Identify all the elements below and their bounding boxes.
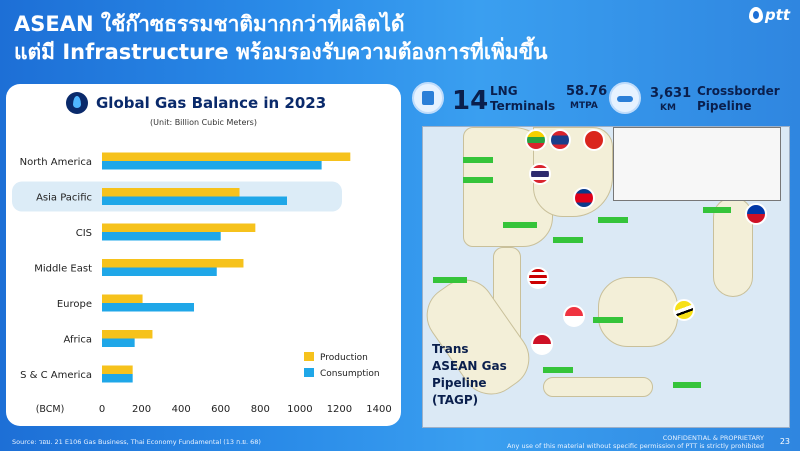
bar-production xyxy=(102,188,240,197)
map-tag xyxy=(673,382,701,388)
gas-balance-chart: North America Asia Pacific CIS Middle East E… xyxy=(12,152,392,415)
vietnam-flag-icon xyxy=(583,129,605,151)
map-land-borneo xyxy=(598,277,678,347)
page-title-line1: ASEAN ใช้ก๊าซธรรมชาติมากกว่าที่ผลิตได้ xyxy=(14,12,405,36)
bar-production xyxy=(102,330,153,339)
bar-production xyxy=(102,365,133,374)
bar-consumption xyxy=(102,232,221,241)
chart-panel: North America Asia Pacific CIS Middle East E… xyxy=(6,84,401,426)
map-tag xyxy=(503,222,537,228)
bar-production xyxy=(102,152,351,161)
legend-swatch xyxy=(304,368,314,377)
chart-title-row: Global Gas Balance in 2023 xyxy=(66,92,326,114)
page-title-line2: แต่มี Infrastructure พร้อมรองรับความต้อง… xyxy=(14,40,548,64)
map-tag xyxy=(543,367,573,373)
cambodia-flag-icon xyxy=(573,187,595,209)
map-tag xyxy=(703,207,731,213)
lng-label: LNG Terminals xyxy=(490,84,556,113)
map-tag xyxy=(593,317,623,323)
map-tag xyxy=(553,237,583,243)
philippines-flag-icon xyxy=(745,203,767,225)
bar-production xyxy=(102,294,143,303)
legend-label: Production xyxy=(320,353,368,363)
laos-flag-icon xyxy=(549,129,571,151)
page-number: 23 xyxy=(779,437,790,446)
myanmar-flag-icon xyxy=(525,129,547,151)
category-label: North America xyxy=(20,157,92,168)
mtpa-unit: MTPA xyxy=(570,101,598,111)
x-tick-label: 200 xyxy=(132,404,151,415)
bar-consumption xyxy=(102,374,133,383)
flame-icon xyxy=(66,92,88,114)
tagp-map xyxy=(422,126,790,428)
legend-label: Consumption xyxy=(320,369,380,379)
bar-consumption xyxy=(102,161,322,170)
pipeline-km-unit: KM xyxy=(660,103,676,113)
lng-count: 14 xyxy=(452,86,489,116)
category-label: CIS xyxy=(76,228,92,239)
category-label: Africa xyxy=(63,335,92,346)
thailand-flag-icon xyxy=(529,163,551,185)
x-tick-label: 1400 xyxy=(366,404,391,415)
map-tag xyxy=(463,157,493,163)
map-inset xyxy=(613,127,781,201)
tagp-caption: Trans ASEAN Gas Pipeline (TAGP) xyxy=(432,341,512,409)
ptt-drop-icon xyxy=(748,7,763,23)
ptt-logo-text: ptt xyxy=(764,6,790,24)
bar-production xyxy=(102,223,256,232)
map-tag xyxy=(598,217,628,223)
bar-consumption xyxy=(102,196,287,205)
malaysia-flag-icon xyxy=(527,267,549,289)
confidential-line2: Any use of this material without specifi… xyxy=(506,442,764,450)
confidential-note: CONFIDENTIAL & PROPRIETARY Any use of th… xyxy=(507,434,764,450)
map-tag xyxy=(463,177,493,183)
confidential-line1: CONFIDENTIAL & PROPRIETARY xyxy=(662,434,764,442)
indonesia-flag-icon xyxy=(531,333,553,355)
legend-swatch xyxy=(304,352,314,361)
bar-consumption xyxy=(102,338,135,347)
x-tick-label: 800 xyxy=(251,404,270,415)
tagp-caption-text: Trans ASEAN Gas Pipeline (TAGP) xyxy=(432,342,507,407)
singapore-flag-icon xyxy=(563,305,585,327)
category-label: S & C America xyxy=(20,370,92,381)
source-note: Source: วอม. 21 E106 Gas Business, Thai … xyxy=(12,438,261,446)
bar-production xyxy=(102,259,244,268)
x-tick-label: 1200 xyxy=(327,404,352,415)
crossborder-pipeline-label: Crossborder Pipeline xyxy=(697,84,780,113)
x-tick-label: 600 xyxy=(211,404,230,415)
brunei-flag-icon xyxy=(673,299,695,321)
category-label: Middle East xyxy=(34,264,92,275)
x-tick-label: 400 xyxy=(172,404,191,415)
bar-consumption xyxy=(102,303,195,312)
map-land-java xyxy=(543,377,653,397)
chart-subtitle: (Unit: Billion Cubic Meters) xyxy=(150,118,257,127)
x-tick-label: 1000 xyxy=(287,404,312,415)
category-label: Europe xyxy=(57,299,92,310)
pipeline-icon xyxy=(609,82,641,114)
x-axis-label: (BCM) xyxy=(36,404,65,415)
ptt-logo: ptt xyxy=(748,6,790,24)
pipeline-km-value: 3,631 xyxy=(650,86,692,101)
lng-terminal-icon xyxy=(412,82,444,114)
bar-consumption xyxy=(102,267,217,276)
x-tick-label: 0 xyxy=(99,404,105,415)
chart-title: Global Gas Balance in 2023 xyxy=(96,94,327,112)
mtpa-value: 58.76 xyxy=(566,84,608,99)
category-label: Asia Pacific xyxy=(36,193,92,204)
map-tag xyxy=(433,277,467,283)
